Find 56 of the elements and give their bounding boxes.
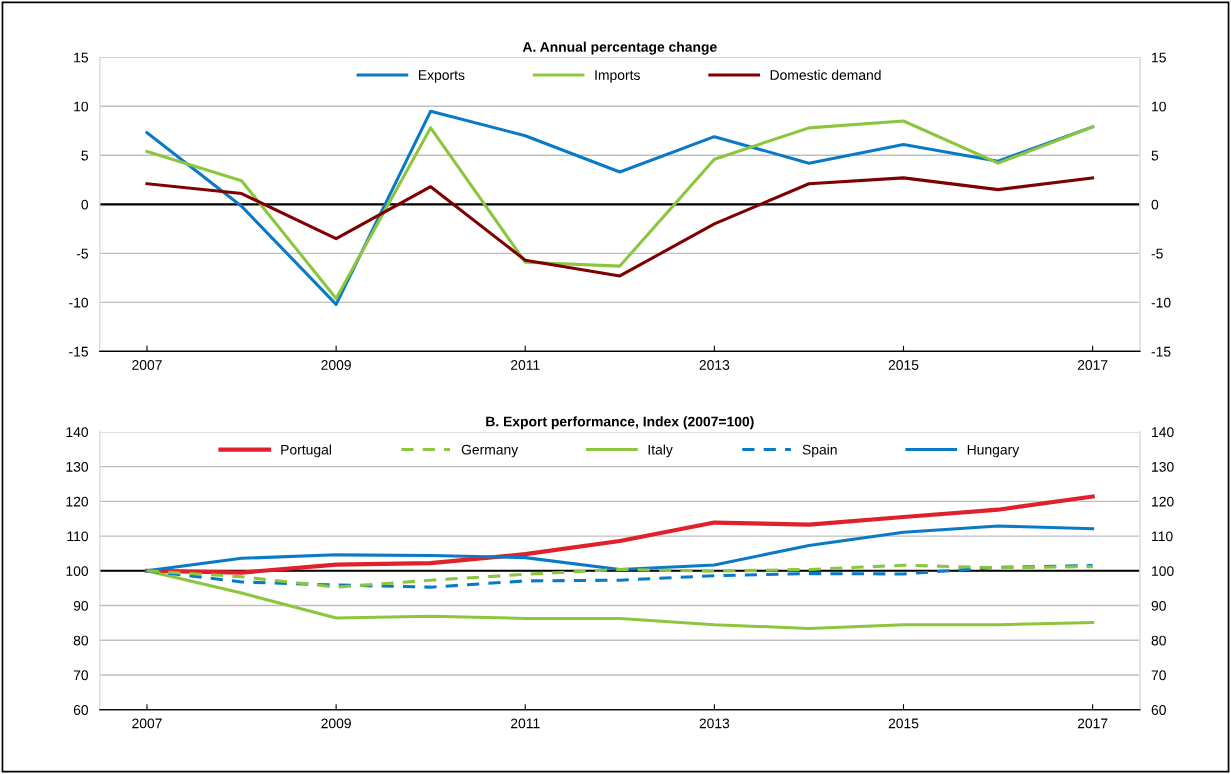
y-tick-label: 15 [74, 52, 89, 63]
x-tick-label: 2011 [511, 360, 540, 370]
legend-label: Imports [595, 70, 640, 83]
line-series [144, 494, 1095, 575]
y-tick-label: 10 [74, 101, 89, 112]
legend-label: Germany [461, 444, 519, 458]
y-tick-label: 60 [73, 705, 89, 715]
y-tick-label: -10 [69, 297, 89, 308]
x-tick-label: 2013 [699, 360, 730, 370]
y-tick-label: 0 [81, 199, 89, 210]
x-tick-label: 2011 [511, 718, 540, 729]
y2-tick-label: 80 [1151, 635, 1166, 646]
y-tick-label: 70 [73, 670, 89, 681]
line-series [145, 176, 1095, 278]
y-tick-label: 100 [66, 566, 89, 576]
y-tick-label: 130 [66, 461, 89, 472]
legend-label: Portugal [281, 444, 331, 458]
y2-tick-label: 110 [1152, 531, 1173, 542]
x-tick-label: 2013 [699, 718, 730, 729]
y2-tick-label: 100 [1152, 566, 1174, 576]
x-tick-label: 2007 [132, 360, 162, 370]
chart-title: B. Export performance, Index (2007=100) [486, 416, 754, 430]
y2-tick-label: 120 [1152, 496, 1174, 507]
y2-tick-label: 70 [1151, 670, 1166, 681]
y2-tick-label: -5 [1151, 248, 1163, 259]
y2-tick-label: -10 [1151, 297, 1171, 308]
chart-title: A. Annual percentage change [522, 41, 717, 55]
x-tick-label: 2015 [888, 360, 919, 370]
y-tick-label: -5 [76, 248, 89, 259]
y2-tick-label: -15 [1151, 346, 1171, 357]
y2-tick-label: 0 [1151, 199, 1159, 210]
x-tick-label: 2017 [1077, 360, 1108, 370]
x-tick-label: 2015 [888, 718, 919, 729]
y2-tick-label: 60 [1151, 705, 1166, 715]
y-tick-label: 120 [66, 496, 89, 507]
y2-tick-label: 5 [1151, 150, 1159, 161]
legend-label: Spain [802, 444, 837, 458]
legend-label: Domestic demand [770, 69, 881, 80]
y-tick-label: 5 [81, 150, 89, 161]
x-tick-label: 2007 [132, 718, 162, 729]
x-tick-label: 2009 [321, 360, 351, 370]
y2-tick-label: 10 [1152, 101, 1166, 112]
x-tick-label: 2017 [1077, 718, 1108, 729]
y2-tick-label: 140 [1152, 427, 1174, 438]
legend-label: Italy [648, 444, 673, 458]
y2-tick-label: 90 [1151, 600, 1166, 611]
y2-tick-label: 130 [1152, 461, 1174, 472]
y-tick-label: -15 [69, 346, 89, 357]
legend-label: Exports [418, 70, 465, 83]
y2-tick-label: 15 [1152, 52, 1166, 63]
y-tick-label: 110 [67, 531, 89, 542]
x-tick-label: 2009 [321, 718, 351, 729]
y-tick-label: 140 [66, 427, 89, 438]
y-tick-label: 90 [73, 600, 89, 611]
legend-label: Hungary [967, 444, 1020, 458]
y-tick-label: 80 [73, 635, 89, 646]
